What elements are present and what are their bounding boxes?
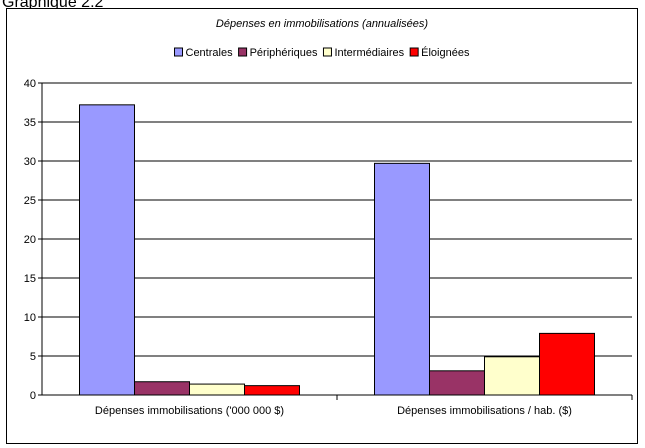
x-tick-label: Dépenses immobilisations ('000 000 $) <box>95 405 284 417</box>
legend-label: Centrales <box>186 47 234 59</box>
legend-swatch <box>174 47 184 57</box>
legend-swatch <box>238 47 248 57</box>
bar-centrales <box>374 162 430 396</box>
legend-label: Périphériques <box>250 47 318 59</box>
y-tick-label: 35 <box>24 117 36 129</box>
y-tick-label: 10 <box>24 312 36 324</box>
y-tick-label: 25 <box>24 195 36 207</box>
x-tick-label: Dépenses immobilisations / hab. ($) <box>397 405 572 417</box>
legend-label: Intermédiaires <box>334 47 404 59</box>
bar-intermédiaires <box>189 383 245 396</box>
y-tick-label: 40 <box>24 78 36 90</box>
y-tick-labels: 0 5 10 15 20 25 30 35 40 <box>24 78 36 402</box>
bar-périphériques <box>134 381 190 396</box>
gridlines <box>38 82 632 396</box>
legend-label: Éloignées <box>421 46 470 59</box>
legend-swatch <box>409 47 419 57</box>
x-tick-labels: Dépenses immobilisations ('000 000 $) Dép… <box>95 405 572 417</box>
chart-title: Dépenses en immobilisations (annualisées… <box>216 18 429 30</box>
bar-intermédiaires <box>484 356 540 396</box>
legend: Centrales Périphériques Intermédiaires Éloi… <box>174 46 470 59</box>
page-title: Graphique 2.2 <box>2 0 104 11</box>
y-tick-label: 30 <box>24 156 36 168</box>
y-tick-label: 0 <box>30 390 36 402</box>
bar-périphériques <box>429 370 485 396</box>
bar-centrales <box>79 104 135 396</box>
axes <box>41 83 633 400</box>
bar-éloignées <box>539 332 595 396</box>
y-tick-label: 20 <box>24 234 36 246</box>
bars <box>79 104 595 396</box>
bar-éloignées <box>244 385 300 396</box>
y-tick-label: 5 <box>30 351 36 363</box>
legend-swatch <box>322 47 332 57</box>
y-tick-label: 15 <box>24 273 36 285</box>
